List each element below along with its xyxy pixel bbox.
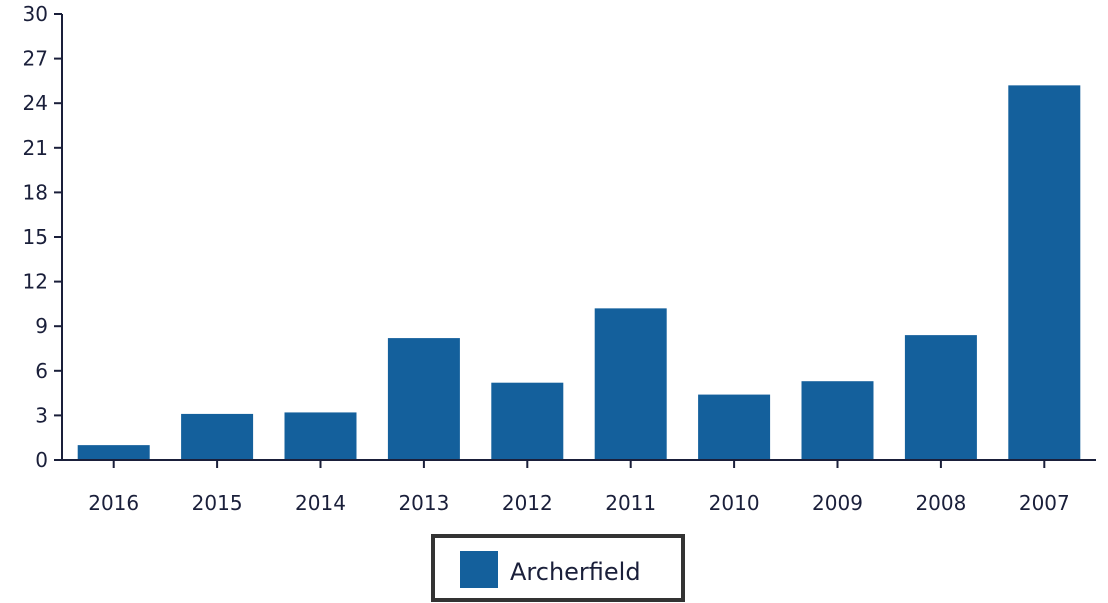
bar-2014[interactable] xyxy=(284,412,357,460)
y-tick-label: 18 xyxy=(23,180,48,204)
legend-swatch xyxy=(460,551,498,588)
bar-2011[interactable] xyxy=(594,308,667,460)
bar-2008[interactable] xyxy=(904,335,977,460)
x-tick-label: 2010 xyxy=(709,491,760,515)
legend-label: Archerfield xyxy=(510,558,641,586)
bar-2012[interactable] xyxy=(491,382,564,460)
bars xyxy=(77,85,1081,461)
bar-2013[interactable] xyxy=(387,338,460,460)
x-tick-label: 2011 xyxy=(605,491,656,515)
y-tick-label: 6 xyxy=(35,359,48,383)
y-tick-label: 0 xyxy=(35,448,48,472)
y-tick-label: 30 xyxy=(23,2,48,26)
x-tick-label: 2016 xyxy=(88,491,139,515)
y-tick-label: 9 xyxy=(35,314,48,338)
x-tick-label: 2012 xyxy=(502,491,553,515)
x-tick-label: 2008 xyxy=(915,491,966,515)
y-tick-label: 15 xyxy=(23,225,48,249)
y-tick-label: 12 xyxy=(23,270,48,294)
y-axis: 0 3 6 9 12 15 18 21 24 27 30 xyxy=(23,2,63,472)
y-tick-label: 24 xyxy=(23,91,48,115)
y-tick-label: 21 xyxy=(23,136,48,160)
x-tick-label: 2015 xyxy=(192,491,243,515)
legend[interactable]: Archerfield xyxy=(431,534,685,602)
bar-2007[interactable] xyxy=(1008,85,1081,461)
y-tick-label: 3 xyxy=(35,403,48,427)
x-tick-label: 2013 xyxy=(398,491,449,515)
bar-2009[interactable] xyxy=(801,381,874,460)
bar-2016[interactable] xyxy=(77,445,150,460)
x-tick-label: 2014 xyxy=(295,491,346,515)
x-tick-label: 2007 xyxy=(1019,491,1070,515)
x-tick-label: 2009 xyxy=(812,491,863,515)
y-tick-label: 27 xyxy=(23,47,48,71)
bar-2015[interactable] xyxy=(181,413,254,460)
x-axis: 2016 2015 2014 2013 2012 2011 2010 2009 2008 2007 xyxy=(62,459,1096,515)
bar-2010[interactable] xyxy=(698,394,771,460)
